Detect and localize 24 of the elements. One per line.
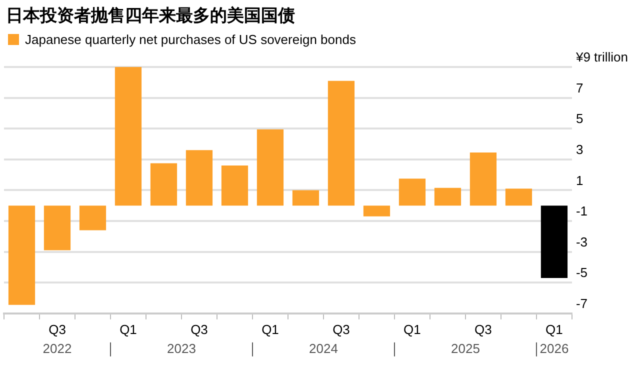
legend-label: Japanese quarterly net purchases of US sovereign bonds	[25, 32, 356, 47]
x-tick-label: Q1	[404, 322, 421, 337]
x-tick-label: Q1	[120, 322, 137, 337]
text: 2023	[167, 340, 196, 356]
x-tick-label: Q3	[474, 322, 492, 337]
y-tick-label: -7	[576, 296, 588, 311]
y-tick-label: 1	[576, 172, 584, 188]
y-tick-label: 5	[576, 111, 584, 126]
x-tick-label: Q3	[332, 322, 350, 337]
y-tick-label: 3	[576, 142, 584, 157]
text: 2022	[42, 340, 72, 356]
x-tick-label: Q1	[546, 322, 563, 337]
text: 2026	[540, 340, 569, 356]
text: 2025	[451, 340, 480, 356]
x-tick-label: Q3	[190, 322, 208, 337]
y-tick-label: -5	[576, 265, 588, 280]
text: 2024	[309, 340, 338, 356]
y-tick-label: -1	[576, 204, 588, 219]
x-tick-label: Q1	[262, 322, 279, 337]
y-tick-label: -3	[576, 234, 588, 250]
y-tick-label: ¥9 trillion	[574, 50, 628, 65]
y-tick-label: 7	[576, 80, 584, 96]
x-tick-label: Q3	[48, 322, 66, 337]
chart-title: 日本投资者抛售四年来最多的美国国债	[5, 5, 296, 27]
